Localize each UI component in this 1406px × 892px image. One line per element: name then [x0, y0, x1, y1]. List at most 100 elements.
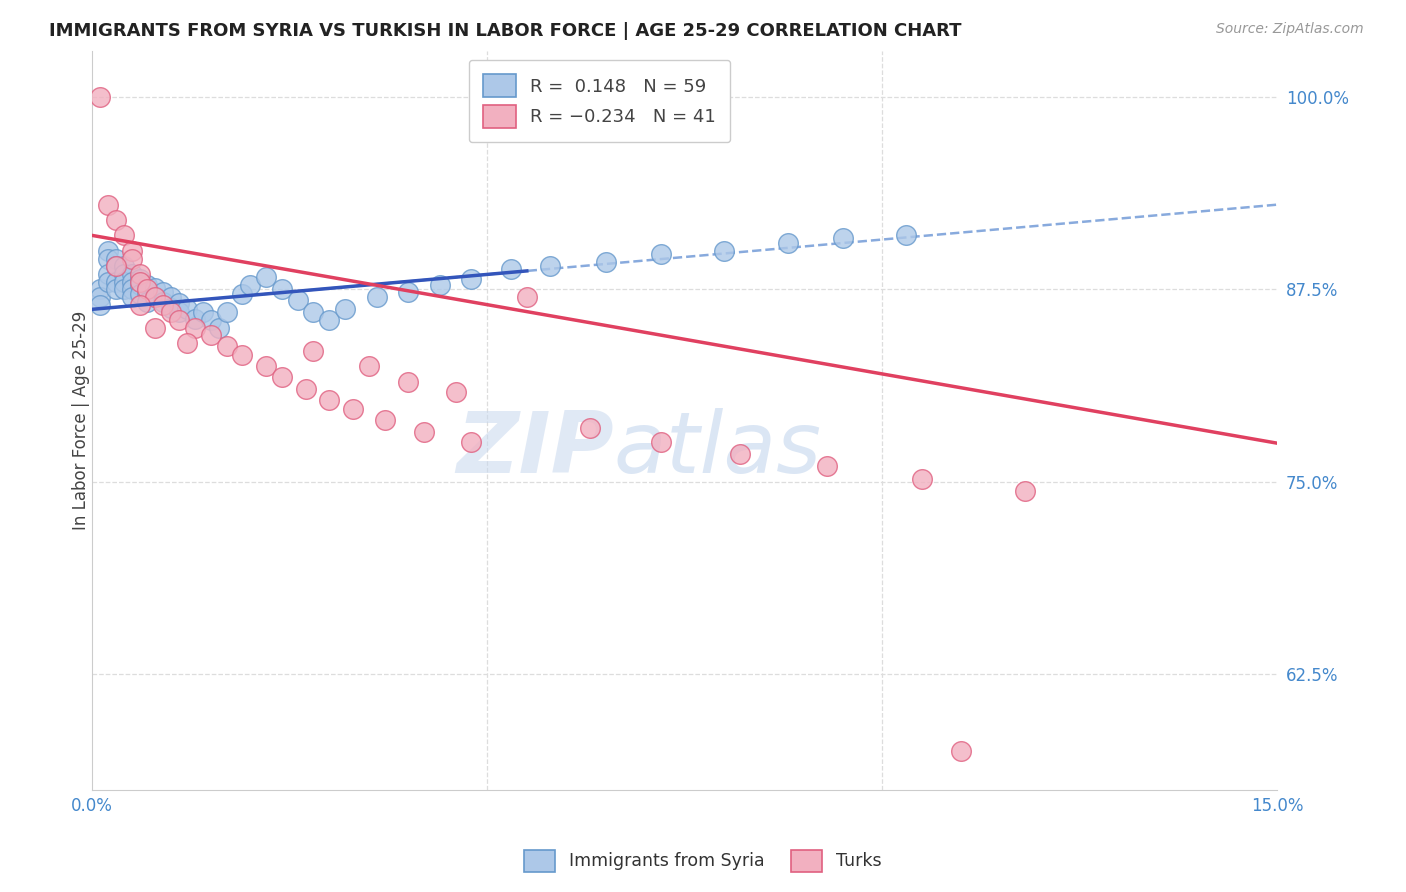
Point [121, 244, 143, 258]
Point [831, 231, 853, 245]
Point [145, 320, 167, 334]
Point [121, 252, 143, 266]
Point [89, 90, 111, 104]
Point [152, 294, 174, 309]
Point [894, 228, 917, 243]
Point [136, 285, 159, 300]
Point [342, 402, 364, 417]
Point [540, 259, 562, 273]
Point [1014, 483, 1036, 498]
Point [112, 228, 135, 243]
Point [254, 359, 277, 374]
Point [89, 282, 111, 296]
Point [287, 293, 309, 307]
Point [374, 413, 396, 427]
Point [396, 375, 419, 389]
Point [776, 236, 799, 251]
Point [145, 290, 167, 304]
Point [167, 313, 190, 327]
Point [270, 370, 292, 384]
Point [128, 275, 150, 289]
Legend: R =  0.148   N = 59, R = −0.234   N = 41: R = 0.148 N = 59, R = −0.234 N = 41 [468, 60, 730, 142]
Point [294, 383, 316, 397]
Point [460, 271, 482, 285]
Point [460, 434, 482, 449]
Point [97, 267, 120, 281]
Point [104, 259, 127, 273]
Point [104, 282, 127, 296]
Legend: Immigrants from Syria, Turks: Immigrants from Syria, Turks [517, 843, 889, 879]
Point [112, 282, 135, 296]
Point [595, 254, 617, 268]
Point [160, 305, 183, 319]
Point [239, 277, 262, 292]
Point [128, 271, 150, 285]
Point [97, 244, 120, 258]
Point [231, 286, 253, 301]
Point [160, 301, 183, 315]
Point [413, 425, 436, 440]
Point [152, 285, 174, 300]
Point [128, 286, 150, 301]
Point [270, 282, 292, 296]
Point [184, 311, 207, 326]
Point [121, 282, 143, 296]
Point [184, 320, 207, 334]
Point [97, 252, 120, 266]
Point [215, 305, 238, 319]
Point [215, 339, 238, 353]
Point [104, 259, 127, 273]
Point [112, 259, 135, 273]
Point [191, 305, 214, 319]
Point [176, 336, 198, 351]
Point [650, 434, 672, 449]
Point [231, 349, 253, 363]
Point [145, 290, 167, 304]
Point [200, 313, 222, 327]
Text: atlas: atlas [613, 409, 821, 491]
Point [136, 277, 159, 292]
Point [104, 275, 127, 289]
Point [104, 213, 127, 227]
Text: Source: ZipAtlas.com: Source: ZipAtlas.com [1216, 22, 1364, 37]
Point [815, 459, 838, 474]
Point [254, 270, 277, 285]
Point [89, 290, 111, 304]
Text: IMMIGRANTS FROM SYRIA VS TURKISH IN LABOR FORCE | AGE 25-29 CORRELATION CHART: IMMIGRANTS FROM SYRIA VS TURKISH IN LABO… [49, 22, 962, 40]
Point [128, 267, 150, 281]
Point [302, 305, 325, 319]
Point [112, 267, 135, 281]
Point [176, 302, 198, 317]
Point [136, 294, 159, 309]
Point [167, 305, 190, 319]
Point [357, 359, 380, 374]
Point [950, 744, 973, 758]
Point [160, 290, 183, 304]
Point [318, 393, 340, 408]
Text: ZIP: ZIP [456, 409, 613, 491]
Point [207, 320, 229, 334]
Point [128, 298, 150, 312]
Point [112, 275, 135, 289]
Point [444, 385, 467, 400]
Point [318, 313, 340, 327]
Point [121, 275, 143, 289]
Point [104, 252, 127, 266]
Point [396, 285, 419, 300]
Point [128, 277, 150, 292]
Point [97, 197, 120, 211]
Point [728, 447, 751, 461]
Point [650, 247, 672, 261]
Point [121, 267, 143, 281]
Point [579, 421, 602, 435]
Point [97, 275, 120, 289]
Point [713, 244, 735, 258]
Point [499, 262, 522, 277]
Point [911, 472, 934, 486]
Y-axis label: In Labor Force | Age 25-29: In Labor Force | Age 25-29 [72, 310, 90, 530]
Point [167, 296, 190, 310]
Point [302, 343, 325, 358]
Point [152, 298, 174, 312]
Point [121, 290, 143, 304]
Point [136, 282, 159, 296]
